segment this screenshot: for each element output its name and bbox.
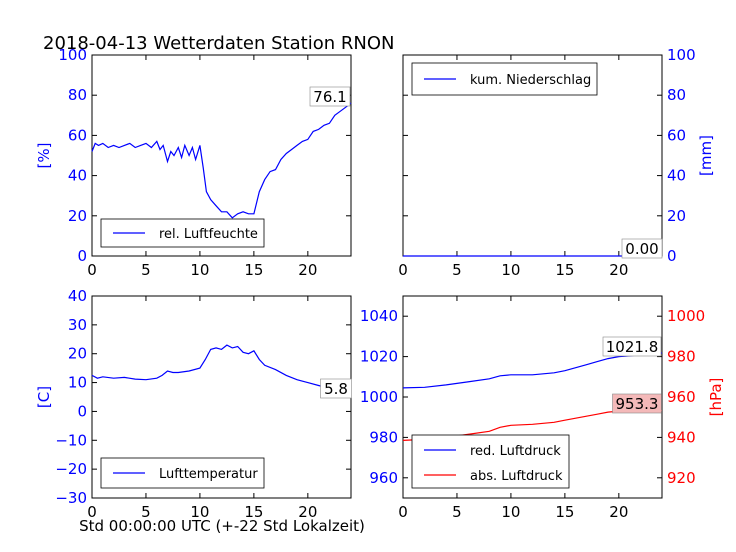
legend-entry: red. Luftdruck (470, 444, 561, 459)
x-tick-label: 0 (87, 261, 97, 279)
value-label-box (621, 238, 663, 259)
y-tick-label: 60 (667, 126, 686, 144)
legend-entry: Lufttemperatur (159, 467, 258, 482)
x-tick-label: 20 (298, 503, 317, 521)
x-tick-label: 10 (190, 261, 209, 279)
value-label: 1021.8 (606, 338, 659, 356)
legend-entry: kum. Niederschlag (470, 73, 591, 88)
value-label-box (602, 336, 662, 357)
y-tick-label: 40 (68, 167, 87, 185)
y-axis-label: [C] (35, 386, 53, 408)
series-line-red-luftdruck (402, 352, 663, 389)
value-label: 953.3 (616, 395, 659, 413)
x-tick-label: 5 (452, 503, 462, 521)
y-right-tick-label: 920 (667, 469, 696, 487)
y-tick-label: 20 (68, 345, 87, 363)
x-tick-label: 20 (298, 261, 317, 279)
series-line-lufttemperatur (91, 344, 352, 396)
value-label-box (320, 378, 352, 399)
x-tick-label: 0 (398, 261, 408, 279)
x-tick-label: 10 (501, 261, 520, 279)
y-right-tick-label: 940 (667, 428, 696, 446)
x-tick-label: 10 (501, 503, 520, 521)
y-tick-label: 1000 (360, 388, 398, 406)
x-tick-label: 15 (244, 503, 263, 521)
y-right-tick-label: 980 (667, 348, 696, 366)
y-tick-label: 10 (68, 374, 87, 392)
y-tick-label: 0 (77, 402, 87, 420)
series-line-rel-luftfeuchte (91, 102, 352, 219)
x-tick-label: 15 (244, 261, 263, 279)
y-axis-label-right: [hPa] (707, 378, 725, 417)
y-tick-label: 20 (68, 207, 87, 225)
y-tick-label: −30 (55, 489, 87, 507)
y-tick-label: 80 (68, 86, 87, 104)
x-tick-label: 15 (555, 261, 574, 279)
legend-box (411, 434, 570, 489)
y-tick-label: −20 (55, 460, 87, 478)
y-tick-label: 100 (667, 46, 696, 64)
y-axis-label: [%] (35, 143, 53, 169)
y-tick-label: 60 (68, 126, 87, 144)
value-label-box (309, 86, 351, 107)
x-tick-label: 10 (190, 503, 209, 521)
y-axis-label: [mm] (697, 135, 715, 176)
x-tick-label: 5 (452, 261, 462, 279)
y-tick-label: 100 (58, 46, 87, 64)
y-tick-label: 1040 (360, 307, 398, 325)
y-tick-label: 20 (667, 207, 686, 225)
value-label-box (612, 393, 662, 414)
x-axis-label: Std 00:00:00 UTC (+-22 Std Lokalzeit) (79, 517, 365, 535)
chart-title: 2018-04-13 Wetterdaten Station RNON (43, 33, 394, 54)
x-tick-label: 5 (141, 261, 151, 279)
x-tick-label: 5 (141, 503, 151, 521)
y-tick-label: 1020 (360, 348, 398, 366)
y-right-tick-label: 960 (667, 388, 696, 406)
legend-entry: rel. Luftfeuchte (159, 227, 258, 242)
y-tick-label: 40 (68, 287, 87, 305)
x-tick-label: 0 (87, 503, 97, 521)
y-tick-label: 30 (68, 316, 87, 334)
legend-entry: abs. Luftdruck (470, 469, 563, 484)
y-tick-label: 980 (369, 428, 398, 446)
x-tick-label: 20 (609, 503, 628, 521)
value-label: 0.00 (625, 240, 658, 258)
x-tick-label: 15 (555, 503, 574, 521)
x-tick-label: 0 (398, 503, 408, 521)
y-tick-label: 80 (667, 86, 686, 104)
y-tick-label: 0 (667, 247, 677, 265)
y-tick-label: 0 (77, 247, 87, 265)
value-label: 76.1 (313, 88, 346, 106)
y-tick-label: −10 (55, 431, 87, 449)
y-right-tick-label: 1000 (667, 307, 705, 325)
y-tick-label: 960 (369, 469, 398, 487)
x-tick-label: 20 (609, 261, 628, 279)
value-label: 5.8 (324, 380, 348, 398)
y-tick-label: 40 (667, 167, 686, 185)
